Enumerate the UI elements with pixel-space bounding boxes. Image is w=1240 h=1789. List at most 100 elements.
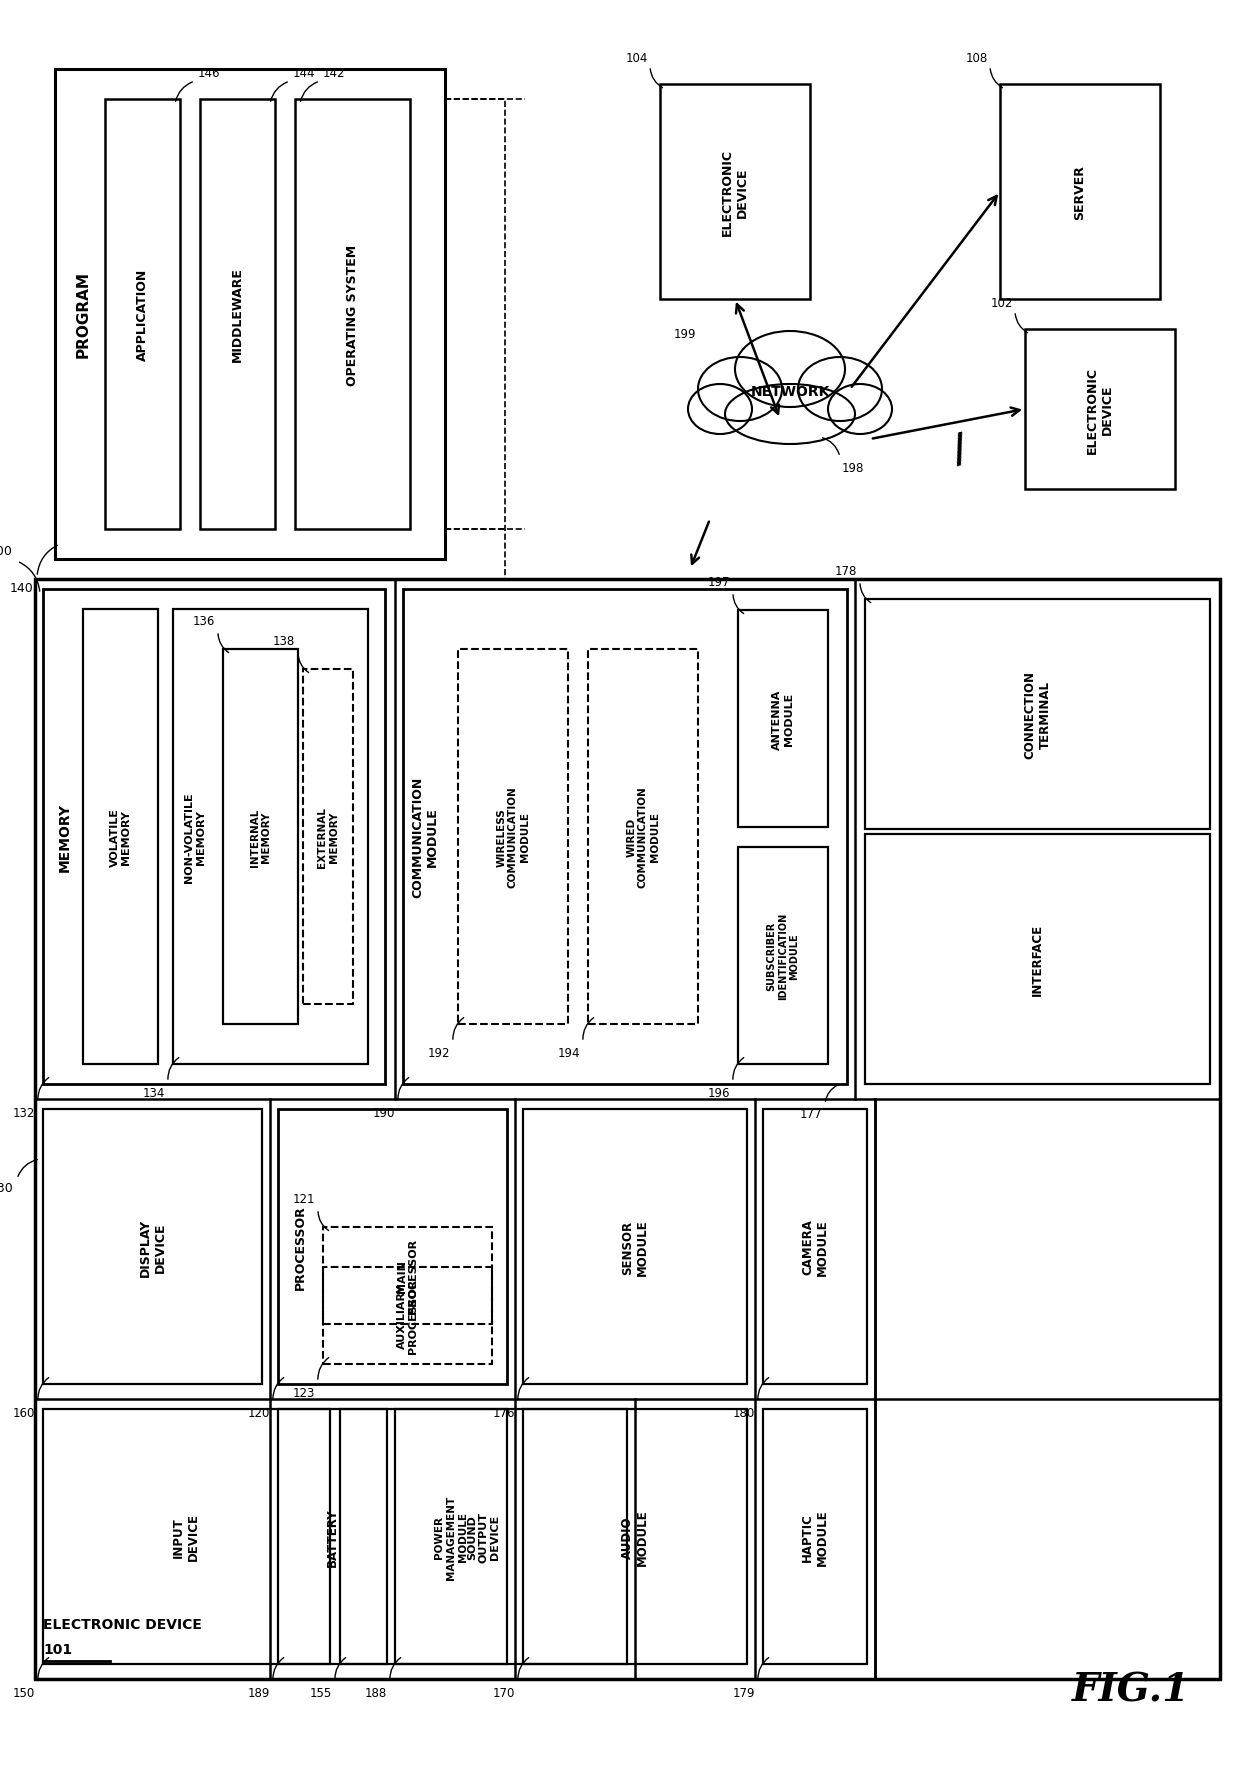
Text: 198: 198 xyxy=(842,462,864,474)
Bar xyxy=(763,1410,867,1664)
Text: FIG.1: FIG.1 xyxy=(1071,1671,1190,1708)
Text: SUBSCRIBER
IDENTIFICATION
MODULE: SUBSCRIBER IDENTIFICATION MODULE xyxy=(766,912,800,1000)
Text: 102: 102 xyxy=(991,297,1013,309)
Bar xyxy=(43,1410,330,1664)
Text: 188: 188 xyxy=(365,1685,387,1700)
Text: 190: 190 xyxy=(373,1106,396,1120)
Text: 170: 170 xyxy=(492,1685,515,1700)
Text: HAPTIC
MODULE: HAPTIC MODULE xyxy=(801,1508,830,1565)
Text: SERVER: SERVER xyxy=(1074,165,1086,220)
Bar xyxy=(660,84,810,301)
Text: WIRED
COMMUNICATION
MODULE: WIRED COMMUNICATION MODULE xyxy=(626,785,660,887)
Bar xyxy=(43,590,384,1084)
Text: COMMUNICATION
MODULE: COMMUNICATION MODULE xyxy=(410,776,439,898)
Bar xyxy=(999,84,1159,301)
Bar xyxy=(55,70,445,560)
Text: 142: 142 xyxy=(322,66,346,81)
Text: ELECTRONIC
DEVICE: ELECTRONIC DEVICE xyxy=(1086,367,1114,453)
Bar xyxy=(200,100,275,530)
Ellipse shape xyxy=(698,358,782,422)
Text: 134: 134 xyxy=(143,1086,165,1100)
Bar xyxy=(403,590,847,1084)
Bar xyxy=(278,1109,507,1385)
Ellipse shape xyxy=(828,385,892,435)
Text: MAIN
PROCESSOR: MAIN PROCESSOR xyxy=(397,1238,418,1313)
Text: DISPLAY
DEVICE: DISPLAY DEVICE xyxy=(139,1218,166,1276)
Bar xyxy=(43,1109,262,1385)
Bar xyxy=(866,599,1210,830)
Text: INTERFACE: INTERFACE xyxy=(1030,923,1044,995)
Text: 189: 189 xyxy=(248,1685,270,1700)
Text: SOUND
OUTPUT
DEVICE: SOUND OUTPUT DEVICE xyxy=(467,1512,500,1562)
Text: 100: 100 xyxy=(0,544,12,558)
Bar xyxy=(523,1410,746,1664)
Ellipse shape xyxy=(799,358,882,422)
Text: 130: 130 xyxy=(0,1181,12,1195)
Text: 150: 150 xyxy=(12,1685,35,1700)
Ellipse shape xyxy=(688,385,751,435)
Bar xyxy=(340,1410,627,1664)
Bar xyxy=(523,1109,746,1385)
Text: MIDDLEWARE: MIDDLEWARE xyxy=(231,267,244,361)
Text: 132: 132 xyxy=(12,1106,35,1120)
Bar xyxy=(35,580,1220,1680)
Text: INTERNAL
MEMORY: INTERNAL MEMORY xyxy=(249,809,272,866)
Text: AUXILIARY
PROCESSOR: AUXILIARY PROCESSOR xyxy=(397,1277,418,1352)
Text: 121: 121 xyxy=(293,1191,315,1206)
Text: BATTERY: BATTERY xyxy=(326,1508,339,1565)
Text: 176: 176 xyxy=(492,1406,515,1419)
Text: 178: 178 xyxy=(835,565,857,578)
Text: 160: 160 xyxy=(12,1406,35,1419)
Bar xyxy=(322,1227,492,1324)
Bar xyxy=(701,379,880,429)
Text: 123: 123 xyxy=(293,1386,315,1399)
Text: 144: 144 xyxy=(293,66,315,81)
Ellipse shape xyxy=(735,331,844,408)
Text: 138: 138 xyxy=(273,635,295,648)
Text: 180: 180 xyxy=(733,1406,755,1419)
Text: PROCESSOR: PROCESSOR xyxy=(294,1204,306,1290)
Text: 101: 101 xyxy=(43,1642,72,1657)
Text: 177: 177 xyxy=(800,1107,822,1120)
Text: NETWORK: NETWORK xyxy=(750,385,830,399)
Text: OPERATING SYSTEM: OPERATING SYSTEM xyxy=(346,245,360,385)
Text: CAMERA
MODULE: CAMERA MODULE xyxy=(801,1218,830,1276)
Text: 120: 120 xyxy=(248,1406,270,1419)
Text: INPUT
DEVICE: INPUT DEVICE xyxy=(172,1513,200,1560)
Bar xyxy=(295,100,410,530)
Bar xyxy=(738,610,828,828)
Ellipse shape xyxy=(725,385,856,445)
Text: SENSOR
MODULE: SENSOR MODULE xyxy=(621,1218,649,1276)
Text: NON-VOLATILE
MEMORY: NON-VOLATILE MEMORY xyxy=(185,793,206,882)
Text: 146: 146 xyxy=(198,66,221,81)
Text: WIRELESS
COMMUNICATION
MODULE: WIRELESS COMMUNICATION MODULE xyxy=(496,785,529,887)
Text: ELECTRONIC DEVICE: ELECTRONIC DEVICE xyxy=(43,1617,202,1632)
Text: APPLICATION: APPLICATION xyxy=(136,268,149,361)
Bar xyxy=(105,100,180,530)
Bar xyxy=(83,610,157,1064)
Text: CONNECTION
TERMINAL: CONNECTION TERMINAL xyxy=(1023,671,1052,759)
Text: 179: 179 xyxy=(733,1685,755,1700)
Text: EXTERNAL
MEMORY: EXTERNAL MEMORY xyxy=(317,807,339,868)
Bar xyxy=(738,848,828,1064)
Text: 194: 194 xyxy=(558,1047,580,1059)
Bar xyxy=(588,649,698,1025)
Bar xyxy=(322,1267,492,1365)
Bar xyxy=(458,649,568,1025)
Text: MEMORY: MEMORY xyxy=(58,803,72,871)
Bar xyxy=(174,610,368,1064)
Bar xyxy=(278,1410,387,1664)
Text: 192: 192 xyxy=(428,1047,450,1059)
Text: ANTENNA
MODULE: ANTENNA MODULE xyxy=(773,689,794,750)
Bar xyxy=(396,1410,507,1664)
Text: PROGRAM: PROGRAM xyxy=(76,272,91,358)
Text: ELECTRONIC
DEVICE: ELECTRONIC DEVICE xyxy=(720,148,749,236)
Text: 108: 108 xyxy=(966,52,988,64)
Text: AUDIO
MODULE: AUDIO MODULE xyxy=(621,1508,649,1565)
Text: /: / xyxy=(949,429,972,471)
Bar xyxy=(303,669,353,1004)
Text: 155: 155 xyxy=(310,1685,332,1700)
Text: 140: 140 xyxy=(9,581,33,594)
Text: VOLATILE
MEMORY: VOLATILE MEMORY xyxy=(109,807,131,866)
Text: POWER
MANAGEMENT
MODULE: POWER MANAGEMENT MODULE xyxy=(434,1494,467,1578)
